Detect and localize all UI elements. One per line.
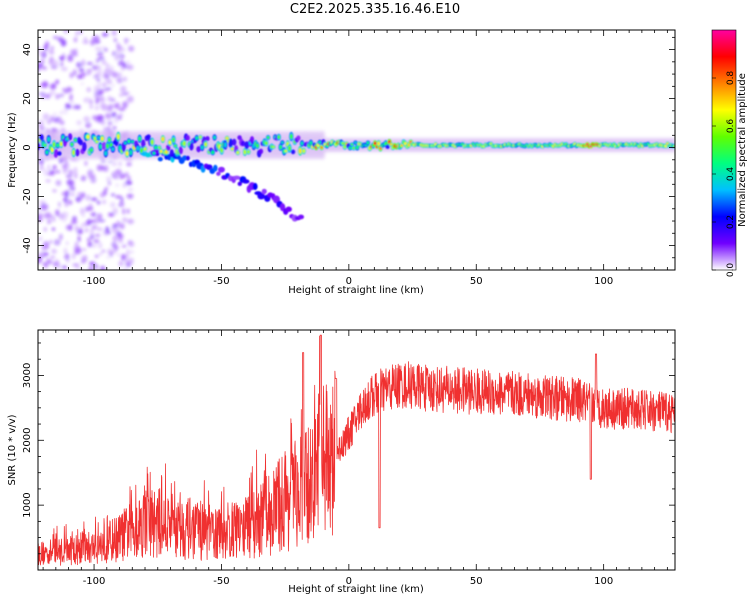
y-tick-label: 3000 — [22, 363, 33, 388]
colorbar-gradient — [711, 29, 737, 271]
snr-y-axis-title: SNR (10 * v/v) — [7, 414, 18, 485]
spectrogram-x-axis: -100 -50 0 50 100 — [42, 30, 668, 287]
snr-frame — [37, 329, 676, 571]
colorbar: 0.0 0.2 0.4 0.6 0.8 Normalized spectral ampl… — [711, 29, 748, 278]
spectrogram-panel: -100 -50 0 50 100 -40 -20 0 20 40 Height of stra… — [7, 29, 676, 296]
snr-series-line — [38, 334, 675, 566]
spectrogram-y-axis: -40 -20 0 20 40 — [22, 36, 675, 271]
x-tick-label: 50 — [470, 276, 483, 287]
snr-y-axis: 1000 2000 3000 — [22, 342, 675, 571]
spectrogram-frame — [37, 29, 676, 271]
x-tick-label: -50 — [213, 276, 229, 287]
y-tick-label: -40 — [22, 237, 33, 253]
snr-x-axis: -100 -50 0 50 100 — [42, 330, 668, 587]
y-tick-label: 0 — [22, 144, 33, 150]
y-tick-label: 1000 — [22, 492, 33, 517]
x-tick-label: -100 — [83, 276, 106, 287]
colorbar-tick-label: 0.6 — [726, 119, 736, 134]
y-tick-label: -20 — [22, 188, 33, 204]
colorbar-tick-label: 0.4 — [726, 167, 736, 182]
colorbar-label: Normalized spectral amplitude — [737, 73, 748, 227]
x-tick-label: -50 — [213, 576, 229, 587]
x-tick-label: 100 — [594, 576, 613, 587]
colorbar-tick-label: 0.0 — [726, 263, 736, 278]
y-tick-label: 2000 — [22, 428, 33, 453]
x-tick-label: 0 — [346, 576, 352, 587]
spectrogram-image — [38, 30, 675, 270]
colorbar-tick-label: 0.2 — [726, 215, 736, 229]
snr-x-axis-title: Height of straight line (km) — [288, 584, 424, 595]
spectrogram-x-axis-title: Height of straight line (km) — [288, 285, 424, 296]
colorbar-ticks: 0.0 0.2 0.4 0.6 0.8 — [712, 71, 736, 278]
y-tick-label: 40 — [22, 43, 33, 56]
colorbar-tick-label: 0.8 — [726, 71, 736, 86]
snr-panel: -100 -50 0 50 100 1000 2000 3000 Height of str… — [7, 329, 676, 595]
x-tick-label: 100 — [594, 276, 613, 287]
x-tick-label: 0 — [346, 276, 352, 287]
figure-title: C2E2.2025.335.16.46.E10 — [289, 2, 461, 17]
spectrogram-y-axis-title: Frequency (Hz) — [7, 112, 18, 188]
x-tick-label: 50 — [470, 576, 483, 587]
y-tick-label: 20 — [22, 92, 33, 105]
x-tick-label: -100 — [83, 576, 106, 587]
